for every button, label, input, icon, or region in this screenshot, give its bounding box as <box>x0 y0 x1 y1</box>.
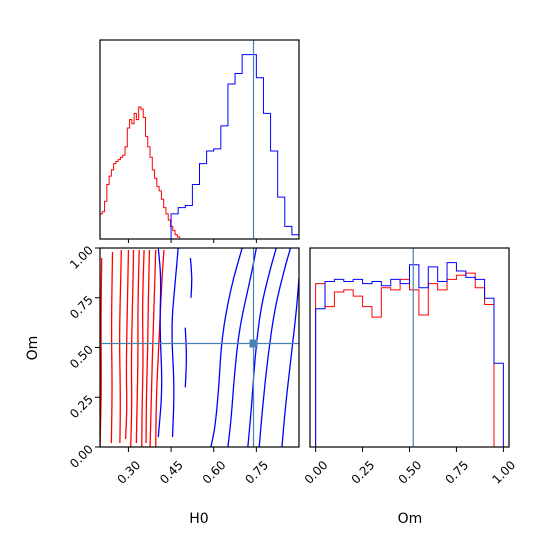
contour-red <box>124 249 130 440</box>
h0-tick-label: 0.45 <box>157 458 186 487</box>
h0-histogram-panel <box>99 39 300 243</box>
om-histogram-blue <box>315 262 504 447</box>
h0-axis-label: H0 <box>189 511 208 527</box>
contour-red <box>110 251 114 444</box>
om-y-axis-label: Om <box>25 336 41 361</box>
contour-red <box>145 249 151 444</box>
om-y-tick-label: 1.00 <box>67 243 96 272</box>
contour-blue <box>247 248 277 447</box>
contour-blue <box>258 248 292 447</box>
om-histogram-panel: 0.00 0.25 0.50 0.75 1.00 <box>302 247 518 487</box>
om-y-tick-label: 0.00 <box>67 442 96 471</box>
h0-histogram-blue <box>170 54 299 239</box>
contour-red <box>149 249 157 447</box>
om-tick-label: 0.25 <box>349 458 378 487</box>
contour-red <box>119 249 122 444</box>
om-tick-label: 0.50 <box>396 458 425 487</box>
h0-tick-label: 0.75 <box>242 458 271 487</box>
contour-blue <box>171 248 179 438</box>
om-tick-label: 0.75 <box>442 458 471 487</box>
h0-tick-label: 0.30 <box>114 458 143 487</box>
om-y-tick-label: 0.75 <box>67 293 96 322</box>
contour-red <box>130 249 135 447</box>
om-histogram-red <box>315 272 504 447</box>
contour-blue <box>227 248 257 447</box>
contour-red <box>141 249 145 447</box>
om-y-tick-label: 0.50 <box>67 343 96 372</box>
contour-blue <box>210 248 243 447</box>
contour-blue <box>184 327 188 388</box>
joint-contour-panel: 0.30 0.45 0.60 0.75 0.00 0.25 0.50 0.75 1.00 <box>67 243 300 487</box>
h0-histogram-frame <box>99 39 300 240</box>
contour-blue <box>157 248 163 438</box>
contour-red <box>135 249 140 444</box>
contour-blue <box>189 257 193 298</box>
om-y-tick-label: 0.25 <box>67 392 96 421</box>
om-tick-label: 1.00 <box>489 458 518 487</box>
contour-blue <box>281 277 299 447</box>
om-tick-label: 0.00 <box>302 458 331 487</box>
h0-tick-label: 0.60 <box>200 458 229 487</box>
h0-histogram-red <box>100 106 182 239</box>
contour-red <box>155 249 165 447</box>
truth-marker <box>249 339 258 348</box>
om-axis-label: Om <box>398 511 423 527</box>
